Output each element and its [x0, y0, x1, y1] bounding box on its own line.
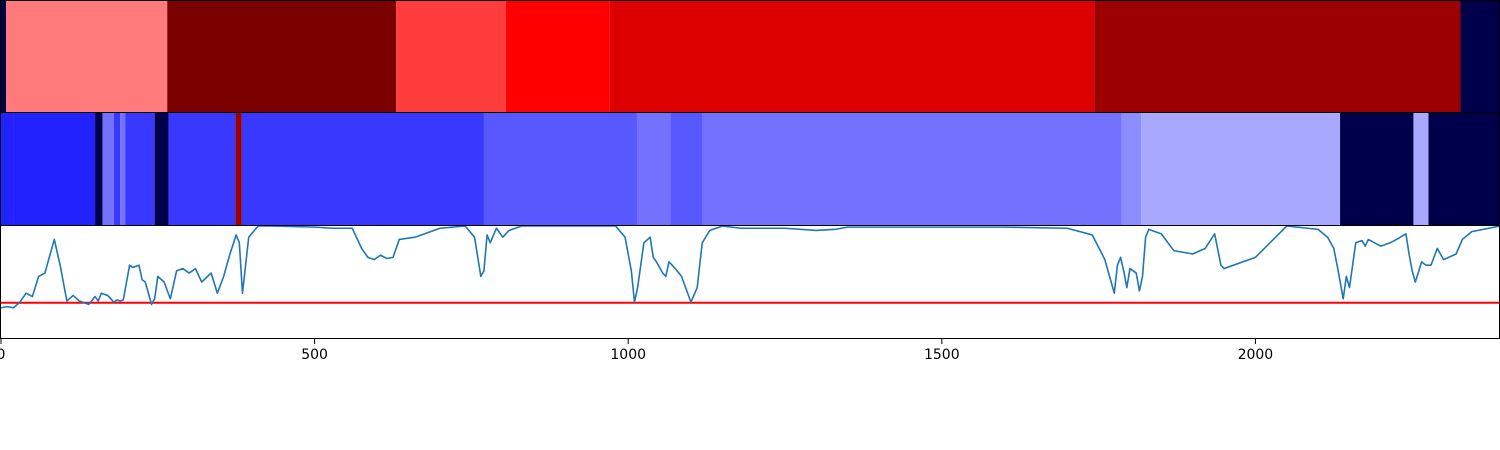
middle-strip-segment-15	[1121, 113, 1142, 225]
line-panel-frame	[0, 225, 1500, 339]
middle-strip-segment-7	[154, 113, 169, 225]
line-panel	[0, 225, 1500, 339]
top-strip-segment-5	[609, 1, 1095, 112]
x-tick-label-3: 1500	[924, 347, 960, 363]
top-strip-segment-3	[396, 1, 506, 112]
middle-strip-segment-10	[241, 113, 484, 225]
x-axis: 0 500 1000 1500 2000	[0, 338, 1273, 363]
top-strip-segment-0	[1, 1, 7, 112]
middle-strip-segment-17	[1340, 113, 1414, 225]
top-strip-segment-6	[1094, 1, 1461, 112]
middle-strip-segment-19	[1428, 113, 1500, 225]
x-tick-label-4: 2000	[1238, 347, 1274, 363]
middle-strip-segment-4	[113, 113, 121, 225]
middle-strip-segment-8	[168, 113, 236, 225]
middle-strip-segment-0	[1, 113, 14, 225]
middle-strip-segment-16	[1141, 113, 1341, 225]
heatmap-strip-middle	[0, 112, 1500, 226]
top-strip-segment-4	[505, 1, 610, 112]
middle-strip-segment-9	[235, 113, 242, 225]
middle-strip-segment-6	[125, 113, 155, 225]
middle-strip-segment-5	[120, 113, 126, 225]
top-strip-segment-1	[6, 1, 168, 112]
middle-strip-segment-12	[636, 113, 671, 225]
x-tick-label-1: 500	[301, 347, 328, 363]
top-strip-segment-2	[167, 1, 397, 112]
series-line	[0, 225, 1500, 309]
top-strip-segment-7	[1460, 1, 1500, 112]
middle-strip-segment-1	[13, 113, 96, 225]
middle-strip-segment-18	[1413, 113, 1429, 225]
middle-strip-segment-13	[670, 113, 703, 225]
heatmap-strip-top	[0, 0, 1500, 113]
middle-strip-segment-11	[483, 113, 637, 225]
x-tick-label-0: 0	[0, 347, 5, 363]
middle-strip-segment-14	[702, 113, 1122, 225]
middle-strip-segment-3	[102, 113, 114, 225]
x-tick-label-2: 1000	[610, 347, 646, 363]
middle-strip-segment-2	[95, 113, 103, 225]
